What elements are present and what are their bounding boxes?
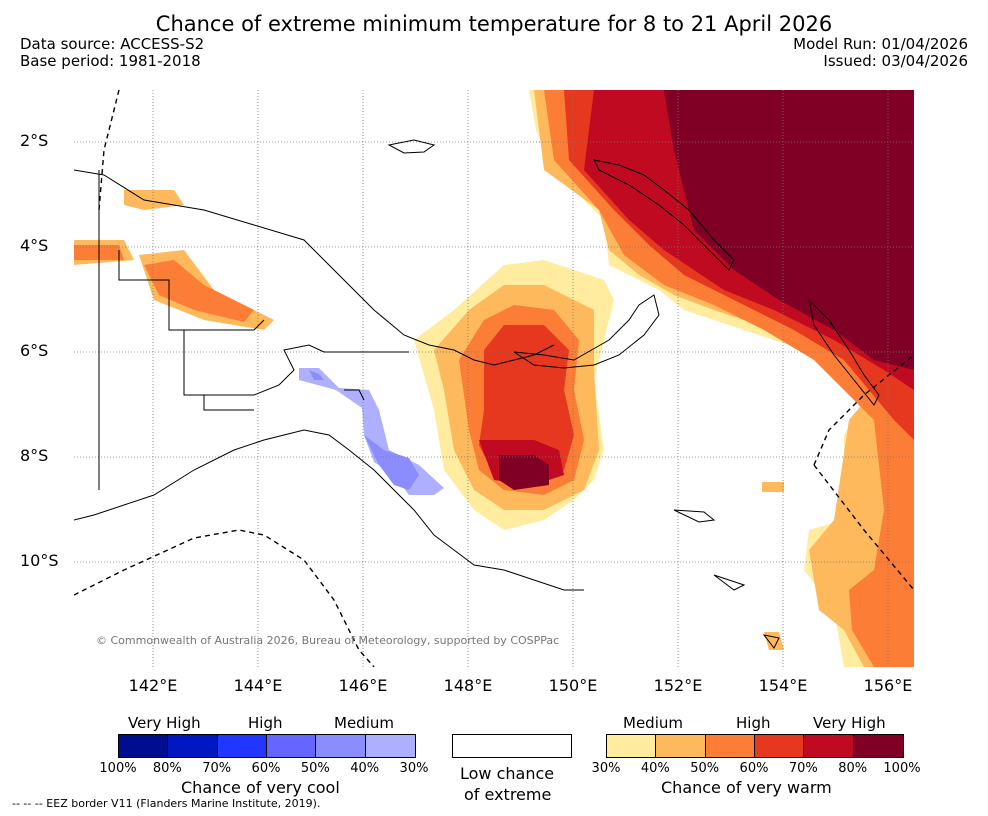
eez-note: -- -- -- EEZ border V11 (Flanders Marine… bbox=[12, 797, 321, 810]
warm-swatch bbox=[705, 735, 755, 757]
new-britain bbox=[513, 294, 660, 369]
warm-swatch bbox=[754, 735, 805, 757]
coastlines bbox=[74, 139, 880, 649]
model-run: Model Run: 01/04/2026 bbox=[793, 35, 968, 53]
longitude-label: 142°E bbox=[128, 676, 178, 695]
small-islands-se bbox=[673, 509, 780, 649]
forecast-map bbox=[74, 90, 914, 667]
cool-percent-label: 40% bbox=[350, 761, 380, 776]
latitude-label: 2°S bbox=[20, 131, 49, 150]
cool-cat-high: High bbox=[248, 714, 283, 732]
longitude-label: 148°E bbox=[443, 676, 493, 695]
cool-swatch bbox=[316, 735, 366, 757]
cool-swatch bbox=[266, 735, 317, 757]
low-chance-line2: of extreme bbox=[464, 785, 552, 804]
cool-region-40 bbox=[309, 370, 419, 490]
copyright-note: © Commonwealth of Australia 2026, Bureau… bbox=[96, 634, 560, 647]
cool-percent-label: 70% bbox=[202, 761, 232, 776]
base-period: Base period: 1981-2018 bbox=[20, 52, 201, 70]
cool-legend-title: Chance of very cool bbox=[181, 778, 340, 797]
cool-color-scale bbox=[118, 734, 416, 758]
warm-swatch bbox=[853, 735, 903, 757]
warm-cat-medium: Medium bbox=[623, 714, 683, 732]
warm-percent-label: 40% bbox=[640, 761, 670, 776]
chart-title: Chance of extreme minimum temperature fo… bbox=[155, 12, 833, 36]
central-warm-80 bbox=[499, 455, 549, 490]
cool-swatch bbox=[217, 735, 267, 757]
cool-swatch bbox=[168, 735, 218, 757]
bougainville bbox=[808, 298, 880, 406]
eez-borders bbox=[74, 90, 914, 667]
warm-percent-label: 60% bbox=[739, 761, 769, 776]
latitude-label: 4°S bbox=[20, 236, 49, 255]
warm-cat-very-high: Very High bbox=[813, 714, 886, 732]
cool-percent-label: 100% bbox=[99, 761, 137, 776]
warm-swatch bbox=[804, 735, 854, 757]
meta-left: Data source: ACCESS-S2 Base period: 1981… bbox=[20, 36, 204, 70]
cool-swatch bbox=[119, 735, 169, 757]
warm-cat-high: High bbox=[736, 714, 771, 732]
cool-percent-label: 30% bbox=[399, 761, 429, 776]
latitude-label: 10°S bbox=[20, 551, 59, 570]
interior-border-2 bbox=[324, 351, 409, 401]
warm-percent-label: 70% bbox=[788, 761, 818, 776]
data-source: Data source: ACCESS-S2 bbox=[20, 35, 205, 53]
warm-swatch bbox=[607, 735, 657, 757]
warm-percent-label: 50% bbox=[690, 761, 720, 776]
warm-percent-label: 30% bbox=[591, 761, 621, 776]
cool-cat-medium: Medium bbox=[334, 714, 394, 732]
new-guinea-south-coast bbox=[74, 429, 584, 591]
cool-percent-label: 80% bbox=[152, 761, 182, 776]
longitude-label: 154°E bbox=[758, 676, 808, 695]
warm-percent-label: 100% bbox=[883, 761, 921, 776]
issued-date: Issued: 03/04/2026 bbox=[823, 52, 968, 70]
cool-swatch bbox=[365, 735, 415, 757]
warm-color-scale bbox=[606, 734, 904, 758]
warm-legend-title: Chance of very warm bbox=[661, 778, 832, 797]
west-warm-patch-2 bbox=[74, 245, 254, 322]
longitude-label: 152°E bbox=[653, 676, 703, 695]
low-chance-swatch bbox=[452, 734, 572, 758]
longitude-label: 156°E bbox=[863, 676, 913, 695]
cool-percent-label: 60% bbox=[251, 761, 281, 776]
meta-right: Model Run: 01/04/2026 Issued: 03/04/2026 bbox=[793, 36, 968, 70]
latitude-label: 6°S bbox=[20, 341, 49, 360]
new-guinea-north-coast bbox=[74, 169, 555, 366]
gridlines bbox=[74, 90, 914, 667]
longitude-label: 150°E bbox=[548, 676, 598, 695]
cool-percent-label: 50% bbox=[300, 761, 330, 776]
latitude-label: 8°S bbox=[20, 446, 49, 465]
low-chance-line1: Low chance bbox=[460, 764, 555, 783]
warm-percent-label: 80% bbox=[838, 761, 868, 776]
new-ireland bbox=[593, 159, 735, 271]
warm-swatch bbox=[656, 735, 706, 757]
interior-border-1 bbox=[98, 170, 325, 490]
longitude-label: 144°E bbox=[233, 676, 283, 695]
cool-cat-very-high: Very High bbox=[128, 714, 201, 732]
longitude-label: 146°E bbox=[338, 676, 388, 695]
warm-region-80 bbox=[664, 90, 914, 370]
manus-island bbox=[387, 139, 436, 154]
